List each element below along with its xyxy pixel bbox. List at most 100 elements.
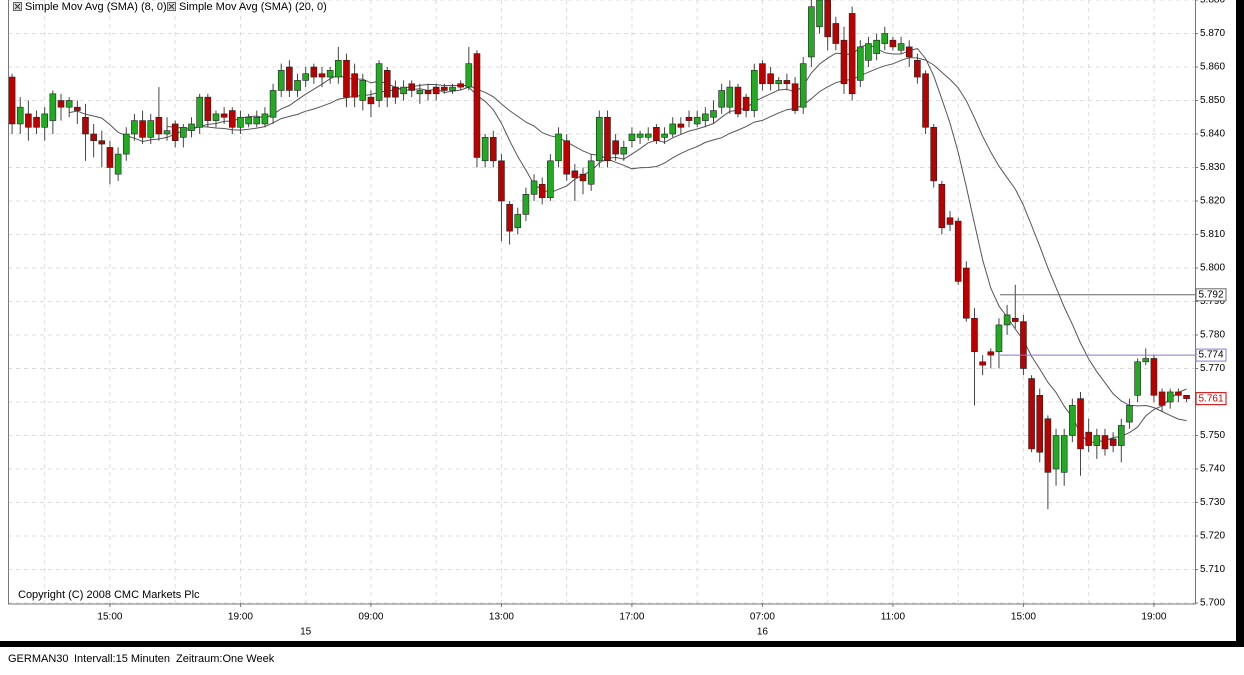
copyright: Copyright (C) 2008 CMC Markets Plc: [18, 589, 200, 601]
candle-body: [1069, 405, 1076, 436]
candle-body: [987, 351, 995, 356]
legend-check-icon: [168, 3, 175, 10]
candle-body: [286, 66, 293, 91]
y-tick-label: 5.810: [1200, 229, 1225, 240]
candle-body: [351, 73, 358, 98]
candle-body: [963, 267, 970, 319]
candle-body: [302, 73, 309, 81]
footer-period: Zeitraum:One Week: [176, 653, 275, 665]
y-tick-label: 5.870: [1200, 28, 1225, 39]
candle-body: [277, 70, 285, 91]
candle-body: [147, 120, 155, 138]
candle-body: [489, 137, 497, 162]
candle-body: [449, 86, 456, 91]
candle-body: [383, 70, 391, 98]
candle-body: [897, 43, 905, 51]
x-tick-label: 07:00: [750, 612, 775, 623]
footer-interval: Intervall:15 Minuten: [74, 653, 170, 665]
candle-body: [930, 127, 938, 182]
candle-body: [188, 123, 195, 131]
candle-body: [881, 33, 889, 44]
candle-body: [718, 90, 725, 108]
y-tick-label: 5.750: [1200, 430, 1225, 441]
candle-body: [563, 140, 570, 175]
candle-body: [220, 113, 228, 118]
candle-body: [1175, 391, 1182, 396]
candle-body: [33, 116, 40, 128]
footer-instrument: GERMAN30: [8, 653, 69, 665]
x-tick-label: 15:00: [1011, 612, 1036, 623]
candle-body: [441, 86, 448, 91]
candle-body: [1077, 398, 1084, 450]
candle-body: [742, 96, 750, 111]
candle-body: [587, 160, 595, 185]
plot-frame: [8, 0, 1196, 605]
candle-body: [343, 59, 350, 98]
sma-line: [69, 43, 1187, 444]
candle-body: [832, 23, 840, 44]
candle-body: [163, 130, 171, 135]
y-tick-label: 5.850: [1200, 95, 1225, 106]
candle-body: [767, 73, 774, 85]
candle-body: [139, 120, 146, 138]
y-tick-label: 5.720: [1200, 531, 1225, 542]
candle-body: [677, 123, 685, 128]
price-label-box: [1195, 288, 1227, 302]
candle-body: [326, 70, 334, 78]
candle-body: [848, 13, 856, 95]
candle-body: [914, 59, 921, 78]
candle-body: [612, 140, 619, 155]
plot: [8, 0, 1195, 510]
candle-body: [808, 6, 815, 58]
candle-body: [245, 116, 252, 125]
candle-body: [1093, 435, 1101, 446]
candle-body: [644, 133, 652, 138]
candle-body: [457, 83, 464, 88]
candle-body: [873, 39, 880, 54]
sma-line: [166, 57, 1187, 422]
x-tick-label: 19:00: [1141, 612, 1166, 623]
candle-body: [604, 116, 611, 162]
x-tick-label: 19:00: [228, 612, 253, 623]
separator-bar: [0, 641, 1244, 647]
candle-body: [865, 43, 872, 61]
candle-body: [1158, 391, 1166, 406]
candle-body: [416, 90, 424, 95]
candle-body: [375, 63, 383, 101]
y-tick-label: 5.880: [1200, 0, 1225, 6]
candle-body: [555, 133, 562, 162]
candle-body: [65, 100, 73, 108]
x-tick-label: 09:00: [358, 612, 383, 623]
candle-body: [1183, 394, 1190, 399]
candle-body: [596, 116, 603, 162]
candle-body: [824, 0, 831, 38]
price-label: 5.774: [1198, 350, 1223, 361]
x-tick-label: 13:00: [489, 612, 514, 623]
candle-body: [1020, 321, 1027, 369]
candle-body: [905, 46, 913, 58]
legend-entry: Simple Mov Avg (SMA) (8, 0): [25, 1, 167, 13]
candle-body: [1117, 425, 1125, 446]
candle-body: [579, 173, 587, 182]
candle-body: [131, 120, 138, 135]
candle-body: [775, 80, 783, 85]
candle-body: [367, 96, 375, 105]
candle-body: [522, 194, 530, 215]
candle-body: [791, 83, 799, 111]
candle-body: [98, 140, 106, 145]
y-tick-label: 5.770: [1200, 363, 1225, 374]
candle-body: [408, 83, 416, 91]
candle-body: [1060, 435, 1068, 473]
candle-body: [1044, 418, 1052, 473]
candle-body: [424, 90, 432, 95]
candle-body: [261, 113, 269, 125]
candle-body: [155, 116, 163, 135]
candle-body: [49, 93, 57, 121]
candle-body: [25, 113, 32, 128]
y-tick-label: 5.820: [1200, 196, 1225, 207]
grid: [8, 0, 1198, 604]
candle-body: [922, 73, 929, 128]
candle-body: [318, 73, 326, 78]
candle-body: [685, 116, 693, 121]
footer: GERMAN30 Intervall:15 Minuten Zeitraum:O…: [8, 653, 275, 665]
